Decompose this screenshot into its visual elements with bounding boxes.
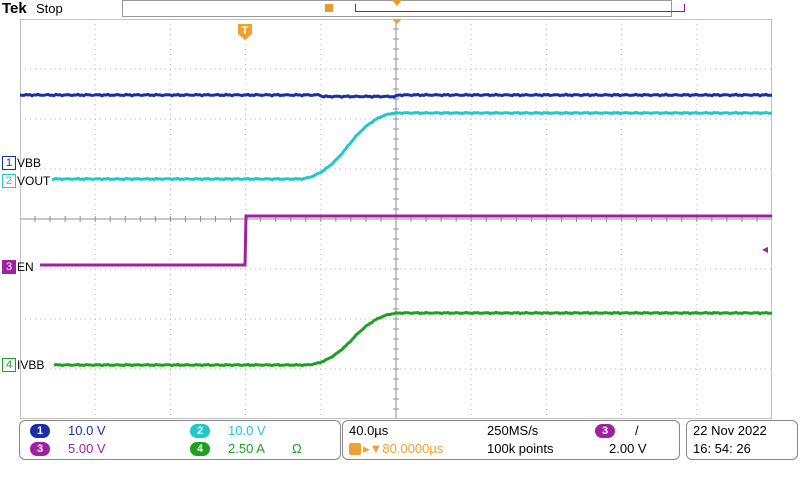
ch4-number: 4 (2, 358, 16, 372)
ch3-badge: 3 (30, 442, 50, 456)
graticule-grid (20, 19, 772, 419)
ch3-scale: 5.00 V (68, 441, 106, 456)
trigger-marker-t[interactable]: T (238, 24, 252, 40)
date: 22 Nov 2022 (693, 423, 767, 438)
ch1-scale: 10.0 V (68, 423, 106, 438)
ch4-reference-marker[interactable]: 4 IVBB (2, 358, 44, 372)
datetime-panel: 22 Nov 2022 16: 54: 26 (686, 420, 798, 460)
ch1-badge: 1 (30, 424, 50, 438)
waveform-display: T ◂ (20, 19, 772, 419)
horizontal-position-marker[interactable] (392, 19, 402, 24)
trigger-level-marker[interactable]: ◂ (762, 242, 768, 256)
ch3-number: 3 (2, 260, 16, 274)
acquisition-status: Stop (36, 1, 63, 16)
record-center-marker (325, 4, 333, 12)
brand-logo: Tek (2, 0, 27, 17)
ch1-label: VBB (17, 156, 42, 170)
trigger-slope-icon: / (635, 423, 639, 438)
ch1-number: 1 (2, 156, 16, 170)
ch4-label: IVBB (17, 358, 45, 372)
trigger-position-marker-top (392, 0, 402, 6)
ch4-badge: 4 (190, 442, 210, 456)
ch2-reference-marker[interactable]: 2 VOUT (2, 174, 50, 188)
top-status-bar: Tek Stop (0, 0, 800, 18)
ch2-vout-waveform (51, 110, 772, 182)
time: 16: 54: 26 (693, 441, 751, 456)
horizontal-readout-panel[interactable]: 40.0µs 250MS/s 3 / ▸▼80.0000µs 100k poin… (342, 420, 680, 460)
horizontal-delay: ▸▼80.0000µs (363, 441, 444, 456)
ch4-ivbb-waveform (53, 310, 772, 368)
record-window-indicator (355, 4, 685, 12)
delay-icon (349, 443, 361, 455)
svg-text:T: T (242, 25, 249, 37)
ch3-reference-marker[interactable]: 3 EN (2, 260, 34, 274)
timebase: 40.0µs (349, 423, 389, 438)
record-length-bar (122, 0, 685, 17)
ch2-badge: 2 (190, 424, 210, 438)
trigger-level: 2.00 V (609, 441, 647, 456)
record-length: 100k points (487, 441, 554, 456)
trigger-source-badge: 3 (595, 424, 615, 438)
ch2-number: 2 (2, 174, 16, 188)
ch3-label: EN (17, 260, 34, 274)
ch3-en-waveform (40, 214, 772, 267)
ch1-reference-marker[interactable]: 1 VBB (2, 156, 41, 170)
sample-rate: 250MS/s (487, 423, 539, 438)
ch2-scale: 10.0 V (228, 423, 266, 438)
ch4-scale: 2.50 A (228, 441, 265, 456)
ch4-unit-icon: Ω (292, 441, 302, 456)
ch1-vbb-waveform (20, 92, 772, 100)
vertical-readout-panel[interactable]: 1 10.0 V 2 10.0 V 3 5.00 V 4 2.50 A Ω (19, 420, 341, 460)
ch2-label: VOUT (17, 174, 51, 188)
